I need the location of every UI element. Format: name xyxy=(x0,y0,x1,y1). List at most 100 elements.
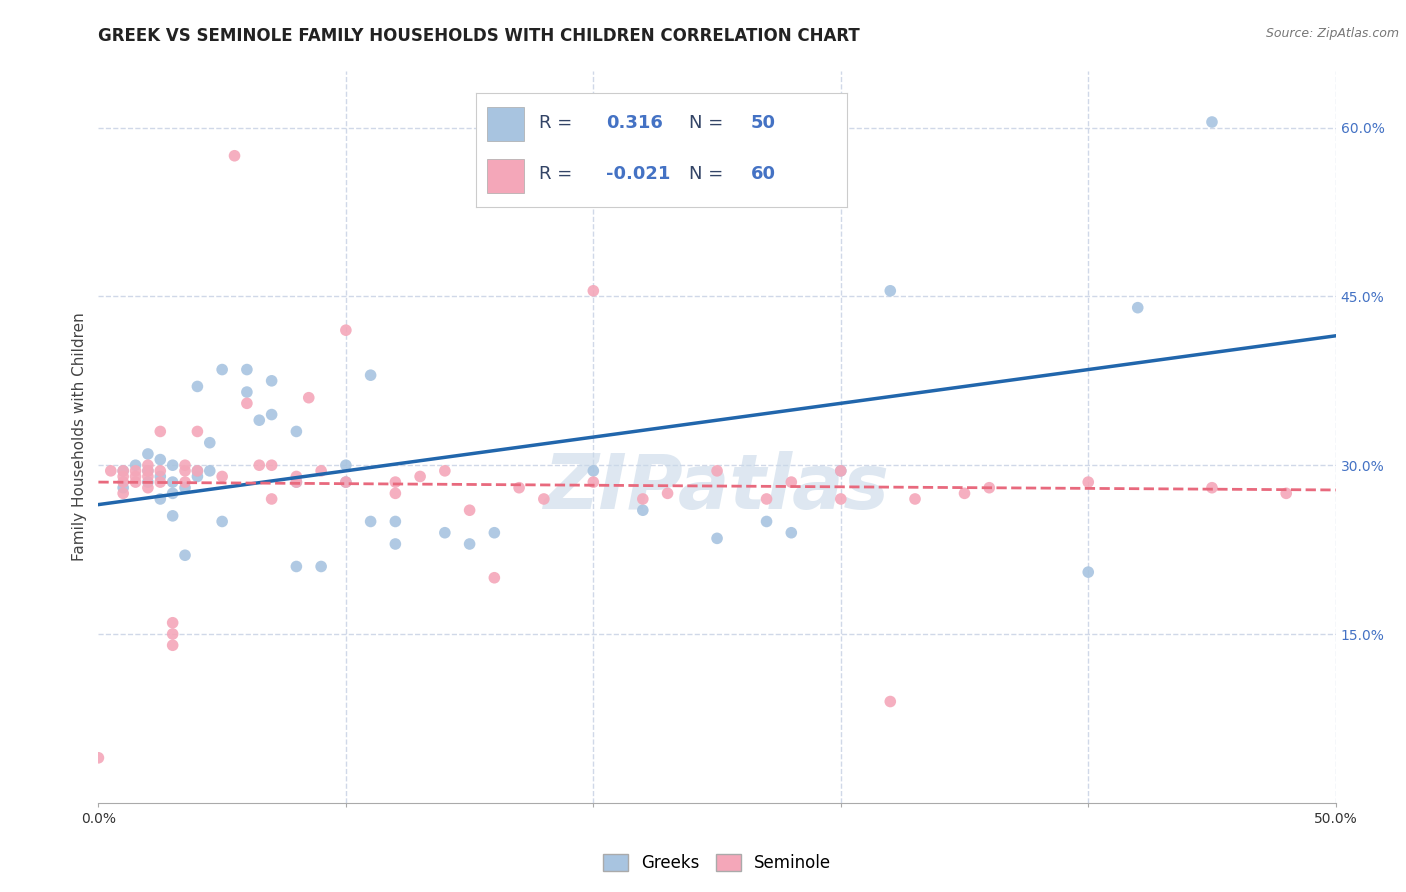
Point xyxy=(162,627,184,641)
Point xyxy=(236,385,259,400)
Point xyxy=(631,503,654,517)
Point xyxy=(136,481,159,495)
Point xyxy=(285,559,308,574)
Point xyxy=(211,515,233,529)
Point xyxy=(309,559,332,574)
Point xyxy=(149,464,172,478)
Point xyxy=(657,486,679,500)
Point xyxy=(112,475,135,489)
Point xyxy=(236,362,259,376)
Point xyxy=(174,464,197,478)
Point xyxy=(830,491,852,506)
Point xyxy=(174,458,197,473)
Point xyxy=(149,491,172,506)
Point xyxy=(830,464,852,478)
Point xyxy=(458,537,481,551)
Point xyxy=(1126,301,1149,315)
Point xyxy=(780,525,803,540)
Point xyxy=(247,413,270,427)
Point xyxy=(780,475,803,489)
Point xyxy=(384,486,406,500)
Point xyxy=(112,464,135,478)
Point xyxy=(162,475,184,489)
Point xyxy=(384,475,406,489)
Point xyxy=(198,464,221,478)
Point xyxy=(260,491,283,506)
Point xyxy=(582,284,605,298)
Point xyxy=(149,425,172,439)
Text: Source: ZipAtlas.com: Source: ZipAtlas.com xyxy=(1265,27,1399,40)
Point xyxy=(706,464,728,478)
Point xyxy=(335,458,357,473)
Point xyxy=(755,515,778,529)
Point xyxy=(136,475,159,489)
Point xyxy=(162,458,184,473)
Point xyxy=(260,408,283,422)
Point xyxy=(1201,481,1223,495)
Point xyxy=(136,464,159,478)
Point xyxy=(433,464,456,478)
Point xyxy=(186,379,208,393)
Point xyxy=(149,452,172,467)
Point xyxy=(112,464,135,478)
Point xyxy=(87,751,110,765)
Point xyxy=(484,571,506,585)
Point xyxy=(335,475,357,489)
Point xyxy=(100,464,122,478)
Point xyxy=(211,362,233,376)
Point xyxy=(533,491,555,506)
Point xyxy=(830,464,852,478)
Point xyxy=(631,491,654,506)
Point xyxy=(285,425,308,439)
Point xyxy=(433,525,456,540)
Point xyxy=(124,469,146,483)
Point xyxy=(979,481,1001,495)
Point xyxy=(162,508,184,523)
Point xyxy=(186,464,208,478)
Point xyxy=(124,464,146,478)
Point xyxy=(879,694,901,708)
Y-axis label: Family Households with Children: Family Households with Children xyxy=(72,313,87,561)
Point xyxy=(186,425,208,439)
Point xyxy=(582,475,605,489)
Point xyxy=(879,284,901,298)
Point xyxy=(198,435,221,450)
Point xyxy=(384,537,406,551)
Point xyxy=(458,503,481,517)
Text: ZIPatlas: ZIPatlas xyxy=(544,451,890,525)
Point xyxy=(174,481,197,495)
Point xyxy=(149,469,172,483)
Point xyxy=(247,458,270,473)
Point xyxy=(174,548,197,562)
Point xyxy=(224,149,246,163)
Point xyxy=(335,323,357,337)
Point xyxy=(260,458,283,473)
Point xyxy=(112,469,135,483)
Point xyxy=(136,464,159,478)
Point xyxy=(285,475,308,489)
Point xyxy=(309,464,332,478)
Point xyxy=(298,391,321,405)
Point xyxy=(360,515,382,529)
Point xyxy=(953,486,976,500)
Point xyxy=(484,525,506,540)
Point xyxy=(174,475,197,489)
Point xyxy=(360,368,382,383)
Point xyxy=(582,464,605,478)
Point xyxy=(384,515,406,529)
Point xyxy=(112,486,135,500)
Text: GREEK VS SEMINOLE FAMILY HOUSEHOLDS WITH CHILDREN CORRELATION CHART: GREEK VS SEMINOLE FAMILY HOUSEHOLDS WITH… xyxy=(98,27,860,45)
Point xyxy=(285,469,308,483)
Point xyxy=(136,447,159,461)
Point xyxy=(1077,475,1099,489)
Point xyxy=(236,396,259,410)
Point xyxy=(1077,565,1099,579)
Point xyxy=(260,374,283,388)
Point xyxy=(136,458,159,473)
Point xyxy=(124,475,146,489)
Point xyxy=(136,469,159,483)
Point xyxy=(1275,486,1298,500)
Point xyxy=(162,638,184,652)
Point xyxy=(755,491,778,506)
Point xyxy=(508,481,530,495)
